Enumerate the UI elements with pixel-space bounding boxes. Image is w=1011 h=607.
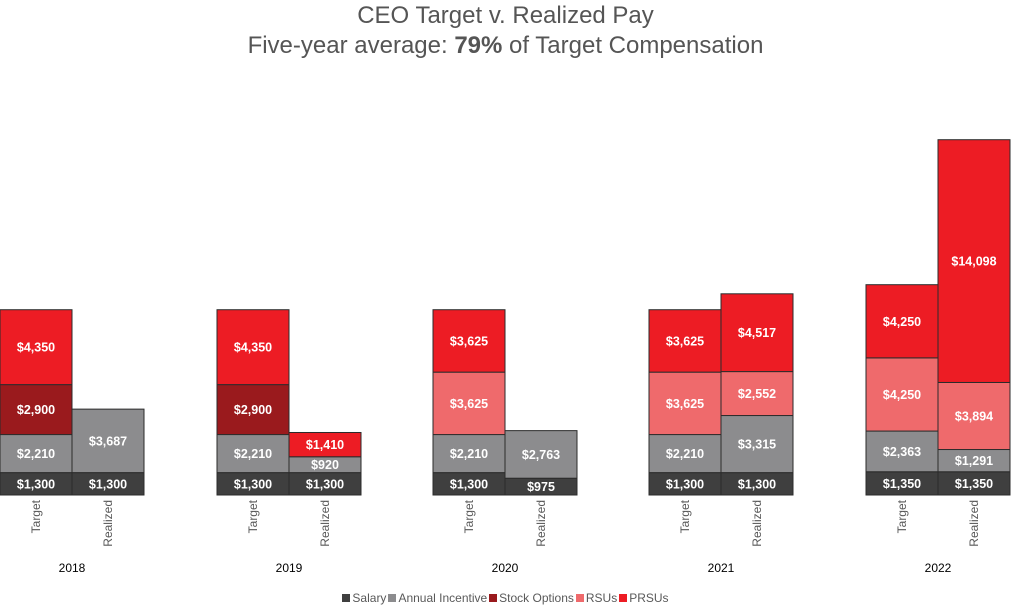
data-label-2019-target-salary: $1,300 (234, 477, 272, 491)
bar-segment-2018-target-prsus (0, 309, 73, 386)
chart-title: CEO Target v. Realized Pay (357, 2, 654, 29)
data-label-2019-target-stock-options: $2,900 (234, 403, 272, 417)
bar-segment-2021-realized-annual-incentive (720, 415, 794, 474)
legend-label-annual-incentive: Annual Incentive (398, 591, 488, 605)
data-label-2021-target-salary: $1,300 (666, 477, 704, 491)
data-label-2018-realized-salary: $1,300 (89, 477, 127, 491)
data-label-2018-target-annual-incentive: $2,210 (17, 447, 55, 461)
legend: Salary Annual Incentive Stock Options RSUs P… (0, 590, 1011, 606)
subtitle-prefix: Five-year average: (247, 32, 455, 59)
legend-item-rsus: RSUs (575, 590, 618, 606)
data-label-2022-target-annual-incentive: $2,363 (883, 445, 921, 459)
data-label-2020-target-salary: $1,300 (450, 477, 488, 491)
bar-segment-2020-target-annual-incentive (432, 434, 506, 474)
year-label-2019: 2019 (276, 561, 303, 575)
year-label-2021: 2021 (708, 561, 735, 575)
legend-swatch-stock-options (489, 594, 498, 602)
data-label-2022-target-prsus: $4,250 (883, 315, 921, 329)
data-label-2019-target-prsus: $4,350 (234, 341, 272, 355)
data-label-2021-target-rsus: $3,625 (666, 397, 704, 411)
bar-segment-2019-realized-prsus (288, 431, 362, 458)
data-label-2021-target-annual-incentive: $2,210 (666, 447, 704, 461)
data-label-2018-target-prsus: $4,350 (17, 341, 55, 355)
year-label-2022: 2022 (925, 561, 952, 575)
data-label-2021-realized-salary: $1,300 (738, 477, 776, 491)
legend-swatch-salary (342, 594, 351, 602)
data-label-2020-target-prsus: $3,625 (450, 334, 488, 348)
legend-swatch-annual-incentive (388, 594, 397, 602)
year-label-2018: 2018 (59, 561, 86, 575)
data-label-2018-realized-annual-incentive: $3,687 (89, 434, 127, 448)
data-label-2019-realized-salary: $1,300 (306, 477, 344, 491)
data-label-2018-target-stock-options: $2,900 (17, 403, 55, 417)
bar-label-2018-target: Target (29, 499, 43, 533)
bar-segment-2020-target-prsus (432, 309, 506, 373)
data-label-2022-realized-annual-incentive: $1,291 (955, 454, 993, 468)
year-label-2020: 2020 (492, 561, 519, 575)
data-label-2020-realized-salary: $975 (527, 480, 555, 494)
bar-segment-2022-realized-prsus (937, 139, 1011, 383)
subtitle-suffix: of Target Compensation (502, 32, 764, 59)
bar-segment-2021-target-prsus (648, 309, 722, 373)
legend-label-stock-options: Stock Options (499, 591, 574, 605)
data-label-2022-realized-prsus: $14,098 (951, 255, 996, 269)
bar-segment-2021-realized-prsus (720, 293, 794, 373)
bar-segment-2021-target-annual-incentive (648, 434, 722, 474)
data-label-2019-realized-prsus: $1,410 (306, 438, 344, 452)
legend-swatch-rsus (575, 594, 584, 602)
bar-label-2019-target: Target (246, 499, 260, 533)
bar-label-2019-realized: Realized (318, 500, 332, 547)
legend-item-stock-options: Stock Options (489, 590, 574, 606)
bar-segment-2019-target-prsus (216, 309, 290, 386)
bar-label-2021-realized: Realized (750, 500, 764, 547)
bar-label-2020-target: Target (462, 499, 476, 533)
legend-label-prsus: PRSUs (629, 591, 669, 605)
chart-subtitle: Five-year average: 79% of Target Compens… (0, 32, 1011, 60)
data-label-2021-target-prsus: $3,625 (666, 334, 704, 348)
data-label-2020-target-annual-incentive: $2,210 (450, 447, 488, 461)
data-label-2022-realized-rsus: $3,894 (955, 409, 993, 423)
data-label-2022-target-salary: $1,350 (883, 477, 921, 491)
data-label-2020-target-rsus: $3,625 (450, 397, 488, 411)
subtitle-percentage: 79% (454, 32, 503, 59)
bar-segment-2022-target-prsus (865, 284, 939, 359)
data-label-2019-realized-annual-incentive: $920 (311, 458, 339, 472)
legend-label-rsus: RSUs (585, 591, 618, 605)
bar-label-2022-realized: Realized (967, 500, 981, 547)
bar-segment-2022-target-rsus (865, 357, 939, 432)
legend-item-prsus: PRSUs (619, 590, 669, 606)
data-label-2018-target-salary: $1,300 (17, 477, 55, 491)
legend-swatch-prsus (619, 594, 628, 602)
bar-segment-2022-realized-rsus (937, 381, 1011, 451)
bar-label-2018-realized: Realized (101, 500, 115, 547)
bar-segment-2020-realized-annual-incentive (504, 430, 578, 479)
legend-label-salary: Salary (352, 591, 387, 605)
data-label-2021-realized-prsus: $4,517 (738, 326, 776, 340)
legend-item-annual-incentive: Annual Incentive (388, 590, 487, 606)
data-label-2022-target-rsus: $4,250 (883, 388, 921, 402)
bar-label-2021-target: Target (678, 499, 692, 533)
bar-segment-2020-target-rsus (432, 371, 506, 436)
data-label-2021-realized-annual-incentive: $3,315 (738, 438, 776, 452)
data-label-2022-realized-salary: $1,350 (955, 477, 993, 491)
data-label-2021-realized-rsus: $2,552 (738, 387, 776, 401)
bar-label-2020-realized: Realized (534, 500, 548, 547)
data-label-2020-realized-annual-incentive: $2,763 (522, 448, 560, 462)
legend-item-salary: Salary (342, 590, 386, 606)
data-label-2019-target-annual-incentive: $2,210 (234, 447, 272, 461)
stacked-bar-chart: $1,300 $2,210 $2,900 $4,350 Target $1,300 $3,6… (0, 139, 1011, 575)
bar-segment-2018-realized-annual-incentive (71, 408, 145, 474)
bar-label-2022-target: Target (895, 499, 909, 533)
